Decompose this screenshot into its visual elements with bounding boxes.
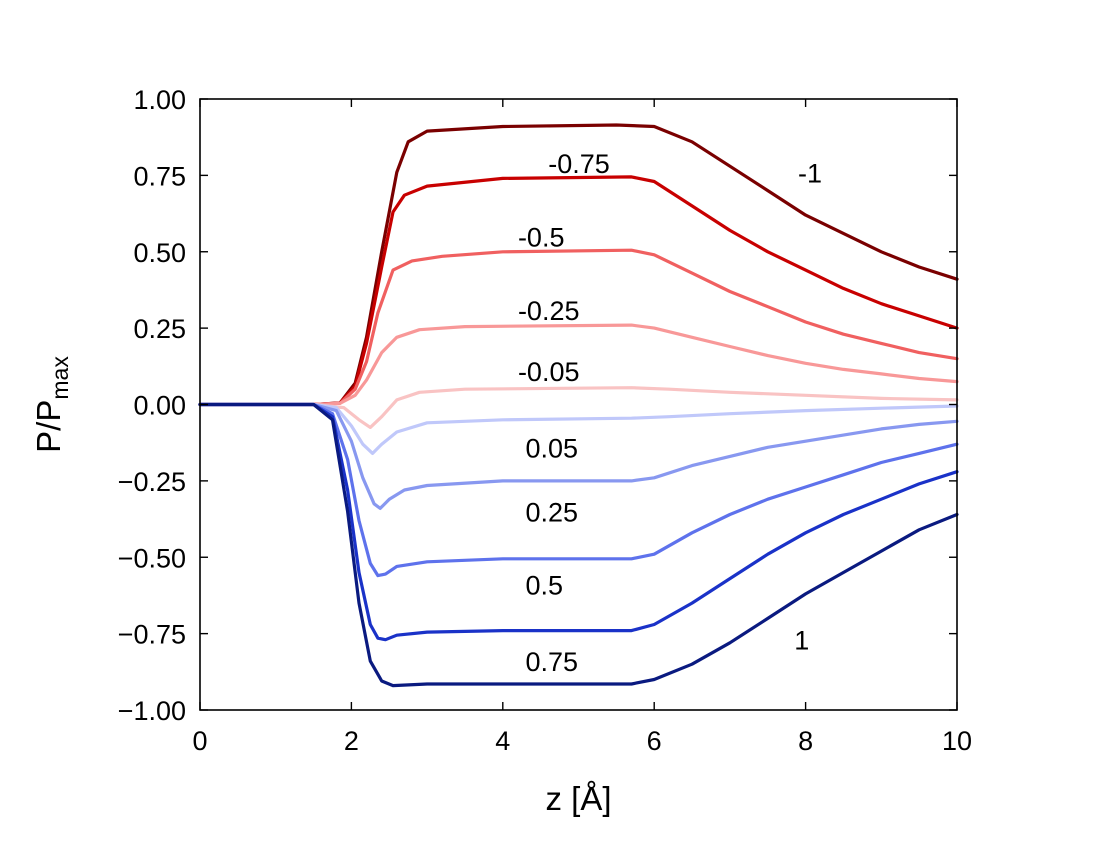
series-line-9 <box>198 402 959 688</box>
y-tick-label: 0.50 <box>133 238 186 268</box>
series-label-5: 0.05 <box>526 433 579 463</box>
series-line-2 <box>198 248 959 407</box>
x-tick-label: 0 <box>192 726 207 756</box>
y-axis-label-subscript: max <box>47 356 73 400</box>
y-axis-label-main: P/P <box>30 400 67 453</box>
y-tick-label: 0.00 <box>133 391 186 421</box>
series-line-1 <box>198 175 959 407</box>
x-tick-label: 6 <box>647 726 662 756</box>
series-line-7 <box>198 402 959 578</box>
series-label-0: -1 <box>798 158 822 188</box>
series-layer <box>198 123 959 688</box>
y-tick-label: 0.75 <box>133 161 186 191</box>
series-label-1: -0.75 <box>548 149 610 179</box>
x-tick-label: 8 <box>798 726 813 756</box>
y-tick-label: −0.75 <box>118 620 186 650</box>
series-line-4 <box>198 386 959 429</box>
series-line-5 <box>198 402 959 455</box>
y-tick-label: −0.50 <box>118 543 186 573</box>
x-axis-label: z [Å] <box>545 780 611 817</box>
x-tick-label: 2 <box>344 726 359 756</box>
series-label-7: 0.5 <box>526 571 564 601</box>
y-tick-label: −0.25 <box>118 467 186 497</box>
series-line-6 <box>198 402 959 510</box>
ticks-layer: 0 2 4 6 8 10 −1.00 −0.75 −0.50 −0.25 0.00 0.25 0.50 0… <box>118 85 972 756</box>
y-axis-label: P/Pmax <box>30 356 73 453</box>
series-labels: -1 -0.75 -0.5 -0.25 -0.05 0.05 0.25 0.5 0.75 1 <box>518 149 822 677</box>
series-label-2: -0.5 <box>518 222 565 252</box>
y-tick-label: 0.25 <box>133 314 186 344</box>
series-line-8 <box>198 402 959 642</box>
y-tick-label: 1.00 <box>133 85 186 115</box>
y-tick-label: −1.00 <box>118 696 186 726</box>
series-label-9: 1 <box>794 626 809 656</box>
series-label-3: -0.25 <box>518 296 580 326</box>
series-line-3 <box>198 323 959 407</box>
x-tick-label: 10 <box>942 726 972 756</box>
series-label-4: -0.05 <box>518 357 580 387</box>
series-label-6: 0.25 <box>526 497 579 527</box>
x-tick-label: 4 <box>495 726 510 756</box>
series-label-8: 0.75 <box>526 647 579 677</box>
